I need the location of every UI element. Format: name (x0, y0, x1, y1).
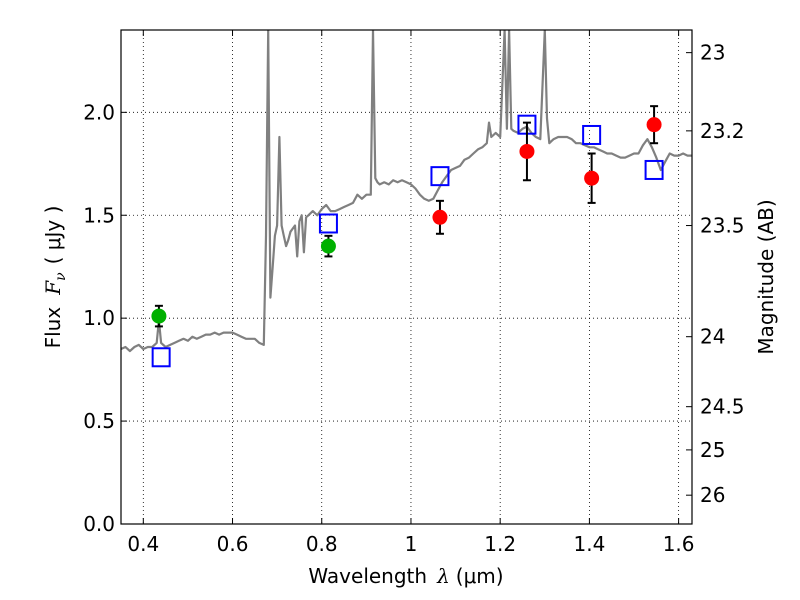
y-label-unit: ( μJy ) (41, 206, 65, 265)
y2-tick-label: 24 (700, 325, 725, 349)
axis-ticks: 0.4 0.6 0.8 1 1.2 1.4 1.6 0.0 0.5 1.0 1.5 2.0 23 23.2… (83, 30, 745, 556)
observed-red-marker (584, 170, 600, 186)
y-tick-label: 2.0 (83, 100, 115, 124)
x-label-symbol: λ (436, 564, 450, 588)
x-tick-label: 0.6 (217, 532, 249, 556)
plot-frame (120, 29, 693, 525)
y-tick-label: 0.5 (83, 409, 115, 433)
y-tick-label: 1.5 (83, 203, 115, 227)
model-square-marker (151, 347, 171, 368)
observed-green-marker (320, 238, 336, 254)
y2-tick-label: 26 (700, 483, 725, 507)
x-tick-label: 0.4 (127, 532, 159, 556)
model-square-marker (318, 213, 338, 234)
x-label-unit: (μm) (456, 564, 504, 588)
x-tick-label: 0.8 (306, 532, 338, 556)
observed-red-marker (519, 143, 535, 159)
observed-red-marker (646, 117, 662, 133)
y-tick-label: 1.0 (83, 306, 115, 330)
y-label-prefix: Flux (41, 307, 65, 349)
model-square-marker (644, 159, 664, 180)
x-tick-label: 1.4 (573, 532, 605, 556)
y-label-subscript: ν (53, 272, 69, 281)
model-square-marker (430, 166, 450, 187)
x-axis-label: Wavelength λ (μm) (308, 564, 503, 588)
model-square-marker (582, 124, 602, 145)
y2-tick-label: 24.5 (700, 395, 745, 419)
x-tick-label: 1 (405, 532, 418, 556)
y2-tick-label: 23 (700, 41, 725, 65)
y-label-symbol: F (41, 280, 65, 296)
observed-red-marker (432, 209, 448, 225)
x-tick-label: 1.6 (663, 532, 695, 556)
observed-green-marker (151, 308, 167, 324)
plot-area (121, 30, 692, 368)
y2-tick-label: 23.5 (700, 214, 745, 238)
y-tick-label: 0.0 (83, 512, 115, 536)
x-tick-label: 1.2 (484, 532, 516, 556)
y-axis-label: Flux Fν ( μJy ) (41, 206, 69, 349)
y2-axis-label: Magnitude (AB) (754, 199, 778, 354)
y2-tick-label: 25 (700, 438, 725, 462)
y2-tick-label: 23.2 (700, 119, 745, 143)
x-label-prefix: Wavelength (308, 564, 427, 588)
